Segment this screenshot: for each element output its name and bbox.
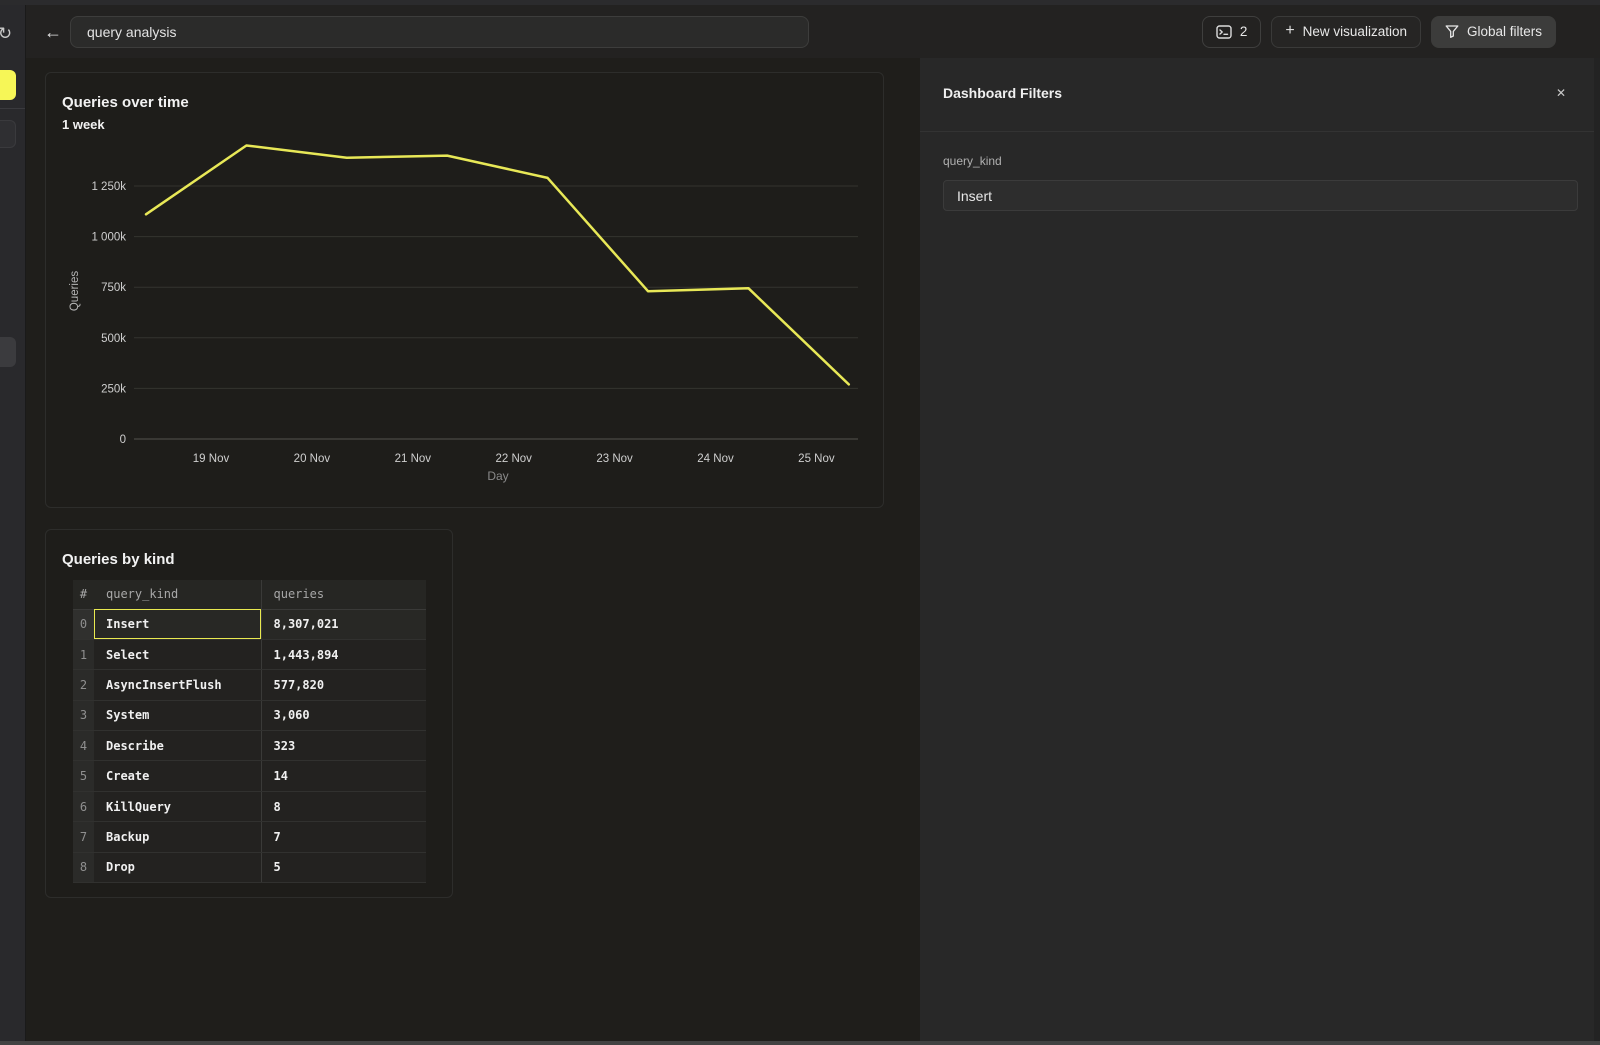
x-tick-label: 24 Nov [697,453,734,465]
refresh-icon[interactable]: ↻ [0,22,17,46]
x-tick-label: 22 Nov [495,453,532,465]
window-top-edge [0,0,1600,5]
query-kind-filter-input[interactable] [943,180,1578,211]
y-tick-label: 750k [101,282,126,294]
plus-icon: + [1285,22,1294,40]
query-kind-cell[interactable]: KillQuery [94,791,261,821]
query-kind-cell[interactable]: Create [94,761,261,791]
new-visualization-button[interactable]: + New visualization [1271,16,1421,48]
x-tick-label: 25 Nov [798,453,835,465]
y-tick-label: 500k [101,333,126,345]
chart-title: Queries over time [62,94,189,111]
table-row: 6KillQuery8 [73,791,426,821]
query-kind-cell[interactable]: Describe [94,731,261,761]
x-tick-label: 23 Nov [596,453,633,465]
queries-cell[interactable]: 323 [261,731,426,761]
x-tick-label: 19 Nov [193,453,230,465]
filters-panel-title: Dashboard Filters [943,85,1062,101]
query-kind-cell[interactable]: Insert [94,609,261,639]
global-filters-button[interactable]: Global filters [1431,16,1556,48]
table-row: 4Describe323 [73,731,426,761]
table-title: Queries by kind [62,551,175,568]
y-tick-label: 250k [101,383,126,395]
filter-field-label: query_kind [943,154,1002,168]
table-row: 8Drop5 [73,852,426,882]
queries-cell[interactable]: 3,060 [261,700,426,730]
row-index-cell: 5 [73,761,94,791]
global-filters-label: Global filters [1467,24,1542,39]
window-bottom-edge [0,1041,1600,1045]
left-sidebar: ↻ [0,5,26,1045]
panel-divider [920,131,1600,132]
sidebar-divider [0,108,26,109]
query-kind-cell[interactable]: Backup [94,822,261,852]
table-card: Queries by kind # query_kind queries 0In… [45,529,453,898]
back-button[interactable]: ← [40,19,66,45]
query-kind-cell[interactable]: Drop [94,852,261,882]
close-icon[interactable]: ✕ [1552,84,1570,102]
sidebar-item-active[interactable] [0,70,16,100]
table-body: 0Insert8,307,0211Select1,443,8942AsyncIn… [73,609,426,883]
queries-cell[interactable]: 577,820 [261,670,426,700]
topbar-actions: 2 + New visualization Global filters [1202,16,1556,48]
table-row: 7Backup7 [73,822,426,852]
funnel-icon [1445,25,1459,38]
queries-cell[interactable]: 1,443,894 [261,639,426,669]
y-axis-title: Queries [69,271,81,312]
console-count: 2 [1240,24,1248,39]
scrollbar-gutter[interactable] [1594,58,1600,1045]
terminal-icon [1216,25,1232,39]
column-header-index: # [73,580,94,609]
queries-over-time-chart: 0 250k 500k 750k 1 000k 1 250k 19 Nov 20 Nov 21 … [46,73,885,509]
queries-cell[interactable]: 14 [261,761,426,791]
row-index-cell: 4 [73,731,94,761]
sidebar-item[interactable] [0,120,16,148]
row-index-cell: 8 [73,852,94,882]
table-row: 5Create14 [73,761,426,791]
table-row: 1Select1,443,894 [73,639,426,669]
query-kind-cell[interactable]: AsyncInsertFlush [94,670,261,700]
x-tick-label: 21 Nov [395,453,432,465]
x-axis-title: Day [487,469,508,483]
column-header-queries: queries [261,580,426,609]
dashboard-filters-panel: Dashboard Filters ✕ query_kind [920,58,1600,1045]
queries-cell[interactable]: 8 [261,791,426,821]
row-index-cell: 1 [73,639,94,669]
queries-cell[interactable]: 7 [261,822,426,852]
console-count-button[interactable]: 2 [1202,16,1262,48]
row-index-cell: 3 [73,700,94,730]
row-index-cell: 6 [73,791,94,821]
queries-cell[interactable]: 5 [261,852,426,882]
chart-line [146,146,849,385]
queries-by-kind-table: # query_kind queries 0Insert8,307,0211Se… [73,580,426,883]
y-tick-label: 0 [120,434,126,446]
y-tick-label: 1 250k [91,181,126,193]
x-tick-label: 20 Nov [294,453,331,465]
table-header: # query_kind queries [73,580,426,609]
row-index-cell: 2 [73,670,94,700]
chart-card: 0 250k 500k 750k 1 000k 1 250k 19 Nov 20 Nov 21 … [45,72,884,508]
sidebar-item[interactable] [0,337,16,367]
table-row: 3System3,060 [73,700,426,730]
table-row: 2AsyncInsertFlush577,820 [73,670,426,700]
dashboard-title-input[interactable] [70,16,809,48]
topbar: ← 2 + New visualization Global filters [26,5,1600,58]
new-visualization-label: New visualization [1303,24,1407,39]
column-header-query-kind: query_kind [94,580,261,609]
table-row: 0Insert8,307,021 [73,609,426,639]
chart-subtitle: 1 week [62,117,105,132]
row-index-cell: 7 [73,822,94,852]
query-kind-cell[interactable]: Select [94,639,261,669]
query-kind-cell[interactable]: System [94,700,261,730]
queries-cell[interactable]: 8,307,021 [261,609,426,639]
y-tick-label: 1 000k [91,232,126,244]
row-index-cell: 0 [73,609,94,639]
